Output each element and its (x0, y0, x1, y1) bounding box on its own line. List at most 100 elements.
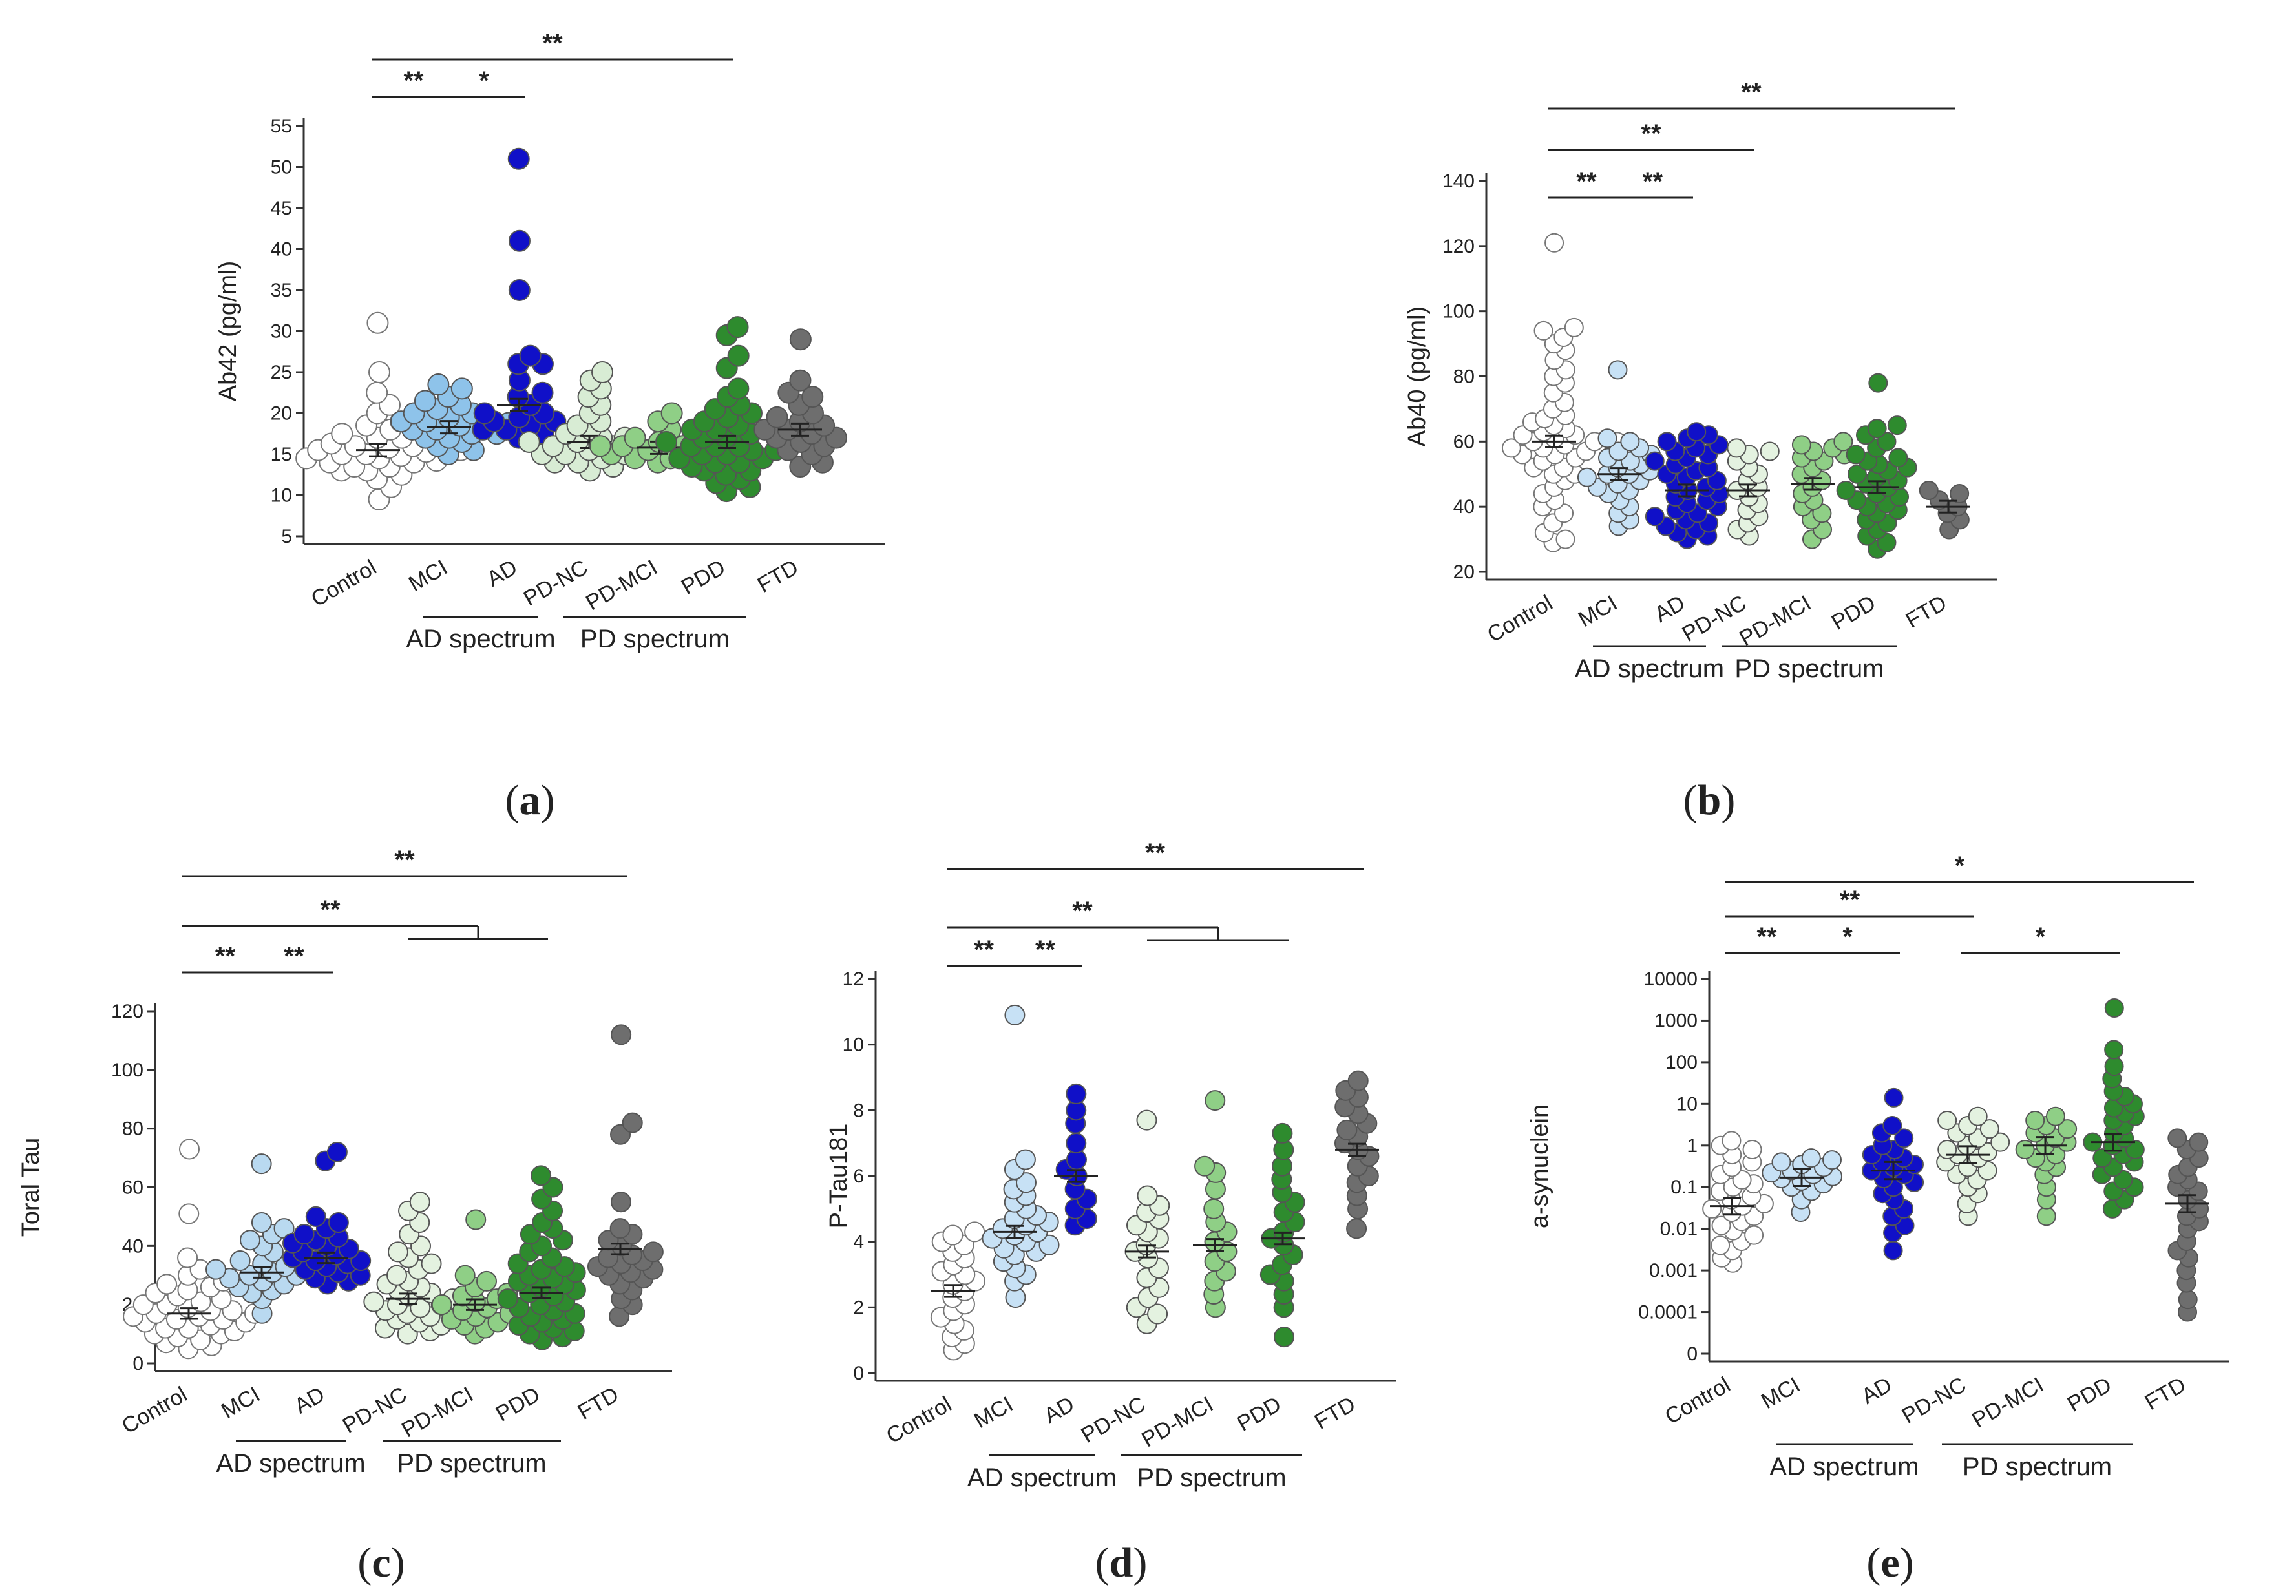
significance-marker: * (1795, 923, 1900, 954)
series-ftd (1334, 1070, 1380, 1239)
significance-marker: ** (947, 839, 1364, 870)
y-axis-label: a-synuclein (1526, 1104, 1553, 1228)
data-point (2036, 1206, 2056, 1226)
panel-d: 0 2 4 6 8 10 12 P-Tau181 Control MCI ADPD-NCPD-MCI… (825, 839, 1396, 1586)
significance-marker: ** (947, 897, 1289, 941)
category-label: PD-MCI (582, 555, 662, 615)
data-point (1968, 1106, 1988, 1126)
data-point (1877, 432, 1897, 452)
y-axis-label: P-Tau181 (825, 1124, 852, 1229)
y-tick-label: 0 (132, 1353, 143, 1374)
y-tick-label: 55 (271, 116, 292, 137)
panel-label-paren: ( (1866, 1539, 1880, 1586)
data-point (942, 1224, 964, 1246)
group-label: AD spectrum (1769, 1453, 1919, 1481)
significance-label: ** (1072, 897, 1093, 925)
data-point (789, 328, 812, 351)
significance-label: ** (394, 846, 415, 874)
category-label: FTD (1311, 1392, 1360, 1434)
pd-spectrum-group: PD spectrum (1121, 1454, 1302, 1492)
data-point (2015, 1140, 2035, 1160)
y-tick-label: 20 (1453, 562, 1475, 583)
y-tick-label: 2 (853, 1297, 864, 1318)
significance-marker: ** (1008, 936, 1082, 967)
y-tick-label: 80 (1453, 366, 1475, 388)
series-mci (982, 1004, 1060, 1308)
data-point (476, 1270, 498, 1292)
category-label: PDD (492, 1382, 544, 1427)
category-label: MCI (405, 555, 452, 596)
significance-marker: ** (255, 942, 333, 974)
data-point (450, 377, 473, 400)
y-tick-label: 0.0001 (1638, 1302, 1698, 1323)
data-point (518, 430, 540, 453)
ad-spectrum-group: AD spectrum (1769, 1443, 1919, 1481)
significance-label: ** (1641, 120, 1661, 148)
data-point (1791, 435, 1811, 455)
data-point (2178, 1290, 2198, 1310)
data-point (431, 1294, 452, 1316)
y-tick-label: 45 (271, 198, 292, 219)
data-point (1732, 1170, 1752, 1190)
panel-a: 5 10 15 20 25 30 35 40 45 50 55 Ab42 (pg/ml) Control… (215, 29, 885, 824)
category-label: FTD (1902, 591, 1951, 633)
data-point (1645, 507, 1665, 527)
data-point (727, 344, 750, 367)
panel-label: (b) (1683, 777, 1736, 824)
data-point (2045, 1106, 2065, 1126)
data-point (1645, 451, 1665, 471)
series-pd-nc (1726, 438, 1780, 546)
panel-label-paren: ) (1900, 1539, 1914, 1586)
data-point (1888, 448, 1908, 468)
series-pd-nc (1124, 1109, 1170, 1334)
category-label: Control (1483, 591, 1557, 647)
y-tick-label: 0.01 (1660, 1219, 1698, 1240)
significance-marker: ** (1725, 923, 1808, 954)
y-tick-label: 120 (1442, 236, 1475, 257)
data-point (660, 402, 683, 425)
series-pd-mci (2015, 1106, 2078, 1226)
y-tick-label: 10 (271, 485, 292, 507)
significance-label: * (1955, 852, 1965, 880)
data-point (1771, 1152, 1791, 1172)
panel-label-paren: ( (505, 777, 520, 824)
panel-b: 20 40 60 80 100 120 140 Ab40 (pg/ml) Control MCI A… (1404, 78, 1997, 824)
significance-marker: ** (372, 29, 733, 61)
panel-label-letter: a (520, 777, 541, 824)
data-point (1038, 1234, 1060, 1255)
y-axis-label: Ab40 (pg/ml) (1404, 306, 1431, 447)
category-label: PD-NC (1077, 1392, 1150, 1448)
data-point (801, 386, 824, 408)
significance-label: ** (215, 942, 236, 971)
data-point (624, 426, 646, 449)
data-point (366, 311, 389, 334)
data-point (1801, 1148, 1821, 1168)
category-label: Control (118, 1382, 191, 1439)
series-control (1501, 233, 1627, 552)
significance-label: ** (1756, 923, 1777, 951)
data-point (655, 430, 678, 453)
data-point (386, 1265, 408, 1286)
data-point (1846, 445, 1866, 465)
y-tick-label: 12 (843, 969, 864, 990)
y-tick-label: 60 (1453, 431, 1475, 452)
data-point (454, 1265, 476, 1286)
y-tick-label: 0 (853, 1363, 864, 1384)
data-point (2092, 1148, 2112, 1168)
data-point (473, 402, 496, 425)
data-point (1577, 467, 1597, 487)
series-pdd (1259, 1122, 1305, 1348)
y-tick-label: 140 (1442, 171, 1475, 192)
significance-marker: * (443, 67, 525, 98)
data-point (1722, 1131, 1742, 1151)
data-point (238, 1265, 260, 1286)
series-ad (282, 1142, 372, 1295)
data-point (1015, 1172, 1037, 1193)
data-point (1533, 320, 1553, 341)
data-point (178, 1203, 200, 1224)
category-label: PD-NC (339, 1382, 411, 1438)
category-label: Control (882, 1392, 956, 1449)
category-label: Control (1661, 1372, 1734, 1429)
data-point (1147, 1303, 1168, 1325)
